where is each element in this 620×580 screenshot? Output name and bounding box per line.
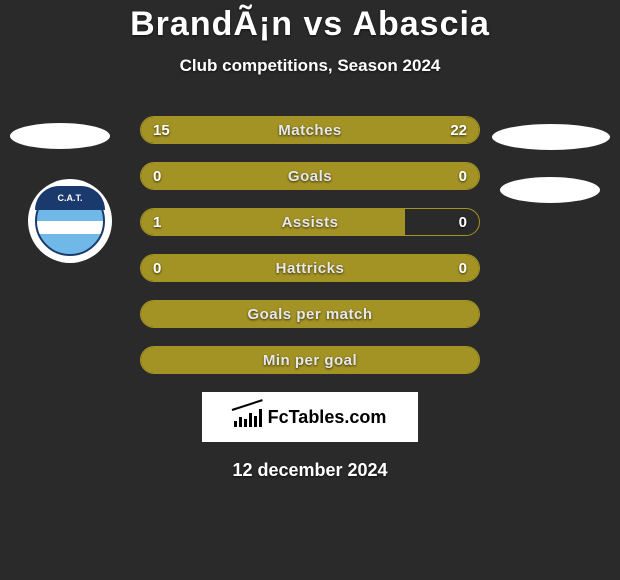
subtitle: Club competitions, Season 2024 — [0, 56, 620, 76]
stat-label: Assists — [141, 209, 479, 235]
stats-bars: Matches1522Goals00Assists10Hattricks00Go… — [140, 116, 480, 374]
club-badge: C.A.T. — [28, 179, 112, 263]
stat-row: Matches15 22 — [140, 116, 480, 144]
stat-row: Assists1 0 — [140, 208, 480, 236]
source-logo: FcTables.com — [202, 392, 418, 442]
date-label: 12 december 2024 — [0, 460, 620, 481]
chart-icon — [234, 407, 262, 427]
stat-row: Goals per match — [140, 300, 480, 328]
stat-value-right: 22 — [450, 117, 467, 143]
player-badge-right-2 — [500, 177, 600, 203]
stat-value-left: 1 — [153, 209, 161, 235]
stat-value-right: 0 — [459, 163, 467, 189]
stat-label: Hattricks — [141, 255, 479, 281]
stat-label: Goals per match — [141, 301, 479, 327]
player-badge-left — [10, 123, 110, 149]
stat-value-right: 0 — [459, 209, 467, 235]
player-badge-right-1 — [492, 124, 610, 150]
stat-value-left: 0 — [153, 163, 161, 189]
page-title: BrandÃ¡n vs Abascia — [0, 5, 620, 44]
stat-label: Min per goal — [141, 347, 479, 373]
stat-value-right: 0 — [459, 255, 467, 281]
stat-value-left: 15 — [153, 117, 170, 143]
club-badge-inner: C.A.T. — [35, 186, 105, 256]
stat-row: Hattricks0 0 — [140, 254, 480, 282]
club-badge-text: C.A.T. — [35, 186, 105, 210]
stat-label: Goals — [141, 163, 479, 189]
stat-value-left: 0 — [153, 255, 161, 281]
stat-row: Min per goal — [140, 346, 480, 374]
logo-text: FcTables.com — [268, 407, 387, 428]
stat-row: Goals0 0 — [140, 162, 480, 190]
stat-label: Matches — [141, 117, 479, 143]
